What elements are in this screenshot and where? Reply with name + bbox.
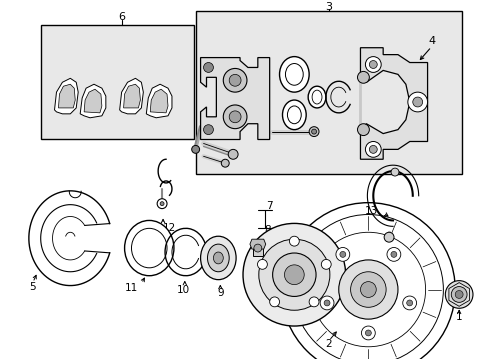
Circle shape	[361, 326, 374, 340]
Polygon shape	[54, 78, 78, 114]
Circle shape	[253, 244, 261, 252]
Ellipse shape	[285, 63, 303, 85]
Ellipse shape	[124, 220, 174, 276]
Circle shape	[450, 287, 466, 302]
Text: 9: 9	[217, 288, 223, 298]
Text: 11: 11	[124, 283, 138, 293]
Text: 7: 7	[266, 201, 272, 211]
Circle shape	[223, 68, 246, 92]
Ellipse shape	[131, 228, 167, 268]
Ellipse shape	[282, 100, 305, 130]
Circle shape	[321, 260, 330, 269]
Circle shape	[269, 297, 279, 307]
Ellipse shape	[200, 236, 236, 280]
Circle shape	[412, 97, 422, 107]
Circle shape	[320, 296, 333, 310]
Circle shape	[390, 251, 396, 257]
Polygon shape	[120, 78, 143, 114]
Circle shape	[368, 145, 376, 153]
Circle shape	[272, 253, 315, 296]
Circle shape	[350, 272, 386, 307]
Circle shape	[258, 239, 329, 310]
Circle shape	[203, 125, 213, 135]
Text: 10: 10	[177, 284, 190, 294]
Circle shape	[357, 124, 368, 136]
Text: 3: 3	[325, 2, 332, 12]
Text: 5: 5	[29, 282, 36, 292]
Circle shape	[308, 297, 318, 307]
Circle shape	[157, 199, 167, 208]
Circle shape	[407, 92, 427, 112]
Circle shape	[311, 129, 316, 134]
Polygon shape	[150, 89, 168, 113]
Circle shape	[160, 202, 164, 206]
Circle shape	[339, 251, 345, 257]
Text: 1: 1	[455, 312, 462, 322]
Ellipse shape	[213, 252, 223, 264]
Circle shape	[324, 300, 329, 306]
Ellipse shape	[207, 244, 229, 272]
Bar	[195, 11, 461, 174]
Text: 4: 4	[427, 36, 434, 46]
Polygon shape	[252, 240, 262, 256]
Polygon shape	[360, 48, 427, 159]
Polygon shape	[123, 84, 140, 108]
Circle shape	[257, 260, 267, 269]
Circle shape	[365, 141, 381, 157]
Circle shape	[243, 224, 345, 326]
Circle shape	[228, 149, 238, 159]
Ellipse shape	[311, 90, 321, 104]
Polygon shape	[200, 58, 269, 140]
Circle shape	[281, 203, 454, 360]
Circle shape	[284, 265, 304, 285]
Ellipse shape	[279, 57, 308, 92]
Text: 2: 2	[325, 339, 331, 349]
Circle shape	[223, 105, 246, 129]
Circle shape	[289, 236, 299, 246]
Polygon shape	[146, 84, 172, 118]
Circle shape	[221, 159, 229, 167]
Text: 8: 8	[264, 225, 270, 235]
Polygon shape	[84, 89, 102, 113]
Ellipse shape	[287, 106, 301, 124]
Circle shape	[384, 232, 393, 242]
Circle shape	[406, 300, 412, 306]
Circle shape	[365, 330, 370, 336]
Circle shape	[454, 291, 462, 298]
Circle shape	[357, 71, 368, 83]
Circle shape	[386, 247, 400, 261]
Circle shape	[445, 281, 472, 308]
Circle shape	[229, 75, 241, 86]
Circle shape	[360, 282, 375, 297]
Circle shape	[390, 168, 398, 176]
Text: 13: 13	[364, 206, 377, 216]
Circle shape	[191, 145, 199, 153]
Circle shape	[293, 215, 443, 360]
Text: 6: 6	[118, 12, 125, 22]
Polygon shape	[249, 239, 265, 249]
Polygon shape	[59, 84, 75, 108]
Circle shape	[203, 63, 213, 72]
Circle shape	[365, 57, 381, 72]
Circle shape	[402, 296, 416, 310]
Circle shape	[338, 260, 397, 319]
Bar	[41, 25, 193, 139]
Text: 12: 12	[162, 223, 175, 233]
Circle shape	[335, 247, 349, 261]
Ellipse shape	[307, 86, 325, 108]
Circle shape	[368, 60, 376, 68]
Circle shape	[229, 111, 241, 123]
Polygon shape	[80, 84, 105, 118]
Circle shape	[308, 127, 318, 136]
Circle shape	[310, 232, 425, 347]
